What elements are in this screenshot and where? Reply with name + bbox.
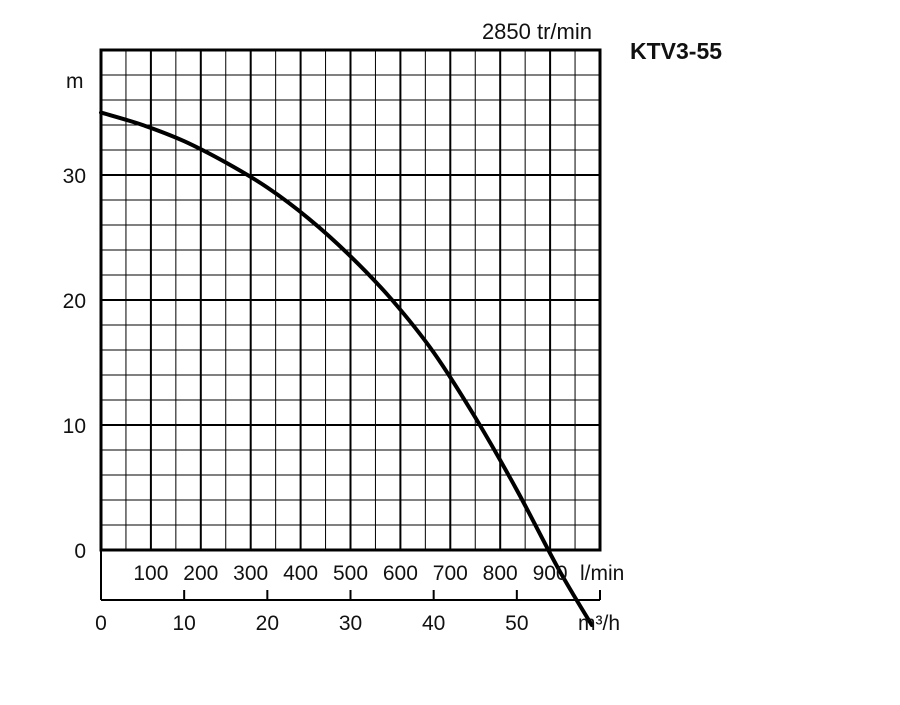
curve-layer [99,110,594,627]
x-tick-label-m3h: 0 [95,612,107,635]
chart-title: KTV3-55 [630,38,722,64]
y-tick-label: 10 [63,415,86,438]
x-tick-label-lmin: 300 [233,562,268,585]
x-tick-label-m3h: 30 [339,612,362,635]
text-layer: 0 10 20 30 40 50 100 200 300 400 500 600 700 800 900 0 1… [63,19,723,635]
y-axis-unit: m [66,70,84,93]
x-axis-unit-lmin: l/min [580,562,624,585]
x-tick-label-lmin: 700 [433,562,468,585]
x-tick-label-m3h: 20 [256,612,279,635]
y-tick-label: 0 [74,540,86,563]
x-tick-label-lmin: 800 [483,562,518,585]
y-tick-label: 20 [63,290,86,313]
pump-curve-line [99,110,594,627]
x-tick-label-lmin: 600 [383,562,418,585]
plot-frame [99,48,602,552]
x-axis-unit-m3h: m³/h [578,612,620,635]
x-tick-label-lmin: 100 [133,562,168,585]
x-tick-label-m3h: 50 [505,612,528,635]
x-tick-label-lmin: 500 [333,562,368,585]
x-tick-label-lmin: 900 [533,562,568,585]
y-tick-label: 30 [63,165,86,188]
grid-layer [100,49,601,551]
chart-subtitle-speed: 2850 tr/min [482,19,592,44]
frame-layer [99,48,602,601]
x-tick-label-m3h: 40 [422,612,445,635]
x-tick-label-lmin: 200 [183,562,218,585]
x-tick-label-m3h: 10 [172,612,195,635]
x-tick-label-lmin: 400 [283,562,318,585]
